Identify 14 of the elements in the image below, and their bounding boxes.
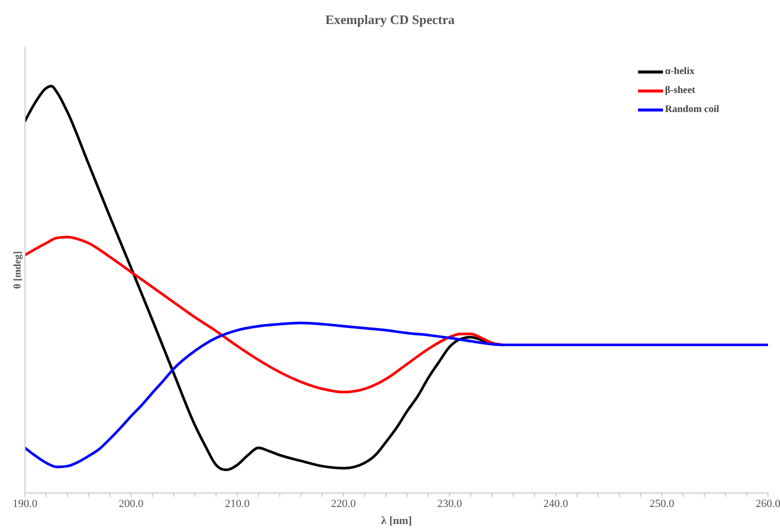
chart-title: Exemplary CD Spectra <box>324 11 456 29</box>
legend-label: α-helix <box>665 66 694 77</box>
x-tick-label: 230.0 <box>437 498 462 510</box>
x-tick-label: 190.0 <box>12 498 38 510</box>
x-tick-label: 210.0 <box>224 498 250 510</box>
x-tick-label: 250.0 <box>649 498 675 510</box>
x-tick-label: 200.0 <box>118 498 144 510</box>
legend-label: Random coil <box>665 104 720 115</box>
legend-label: β-sheet <box>665 85 696 96</box>
x-tick-label: 260.0 <box>756 498 780 510</box>
x-tick-label: 240.0 <box>543 498 569 510</box>
x-tick-label: 220.0 <box>331 498 356 510</box>
y-axis-title: θ [mdeg] <box>12 251 24 289</box>
x-axis-title: λ [nm] <box>381 515 412 527</box>
